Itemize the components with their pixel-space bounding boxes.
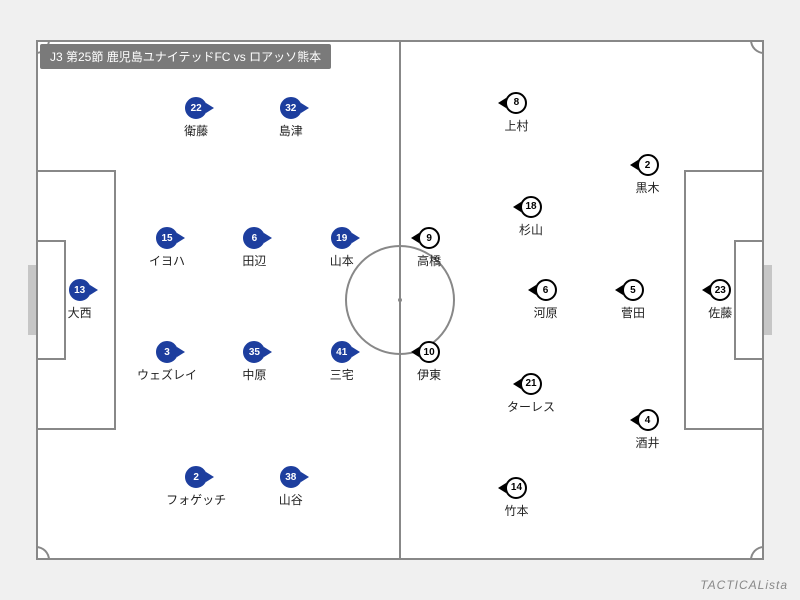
center-spot	[398, 298, 402, 302]
goal-right	[764, 265, 772, 335]
six-yard-box-left	[36, 240, 66, 360]
goal-left	[28, 265, 36, 335]
watermark: TACTICALista	[700, 578, 788, 592]
match-title: J3 第25節 鹿児島ユナイテッドFC vs ロアッソ熊本	[40, 44, 331, 69]
six-yard-box-right	[734, 240, 764, 360]
